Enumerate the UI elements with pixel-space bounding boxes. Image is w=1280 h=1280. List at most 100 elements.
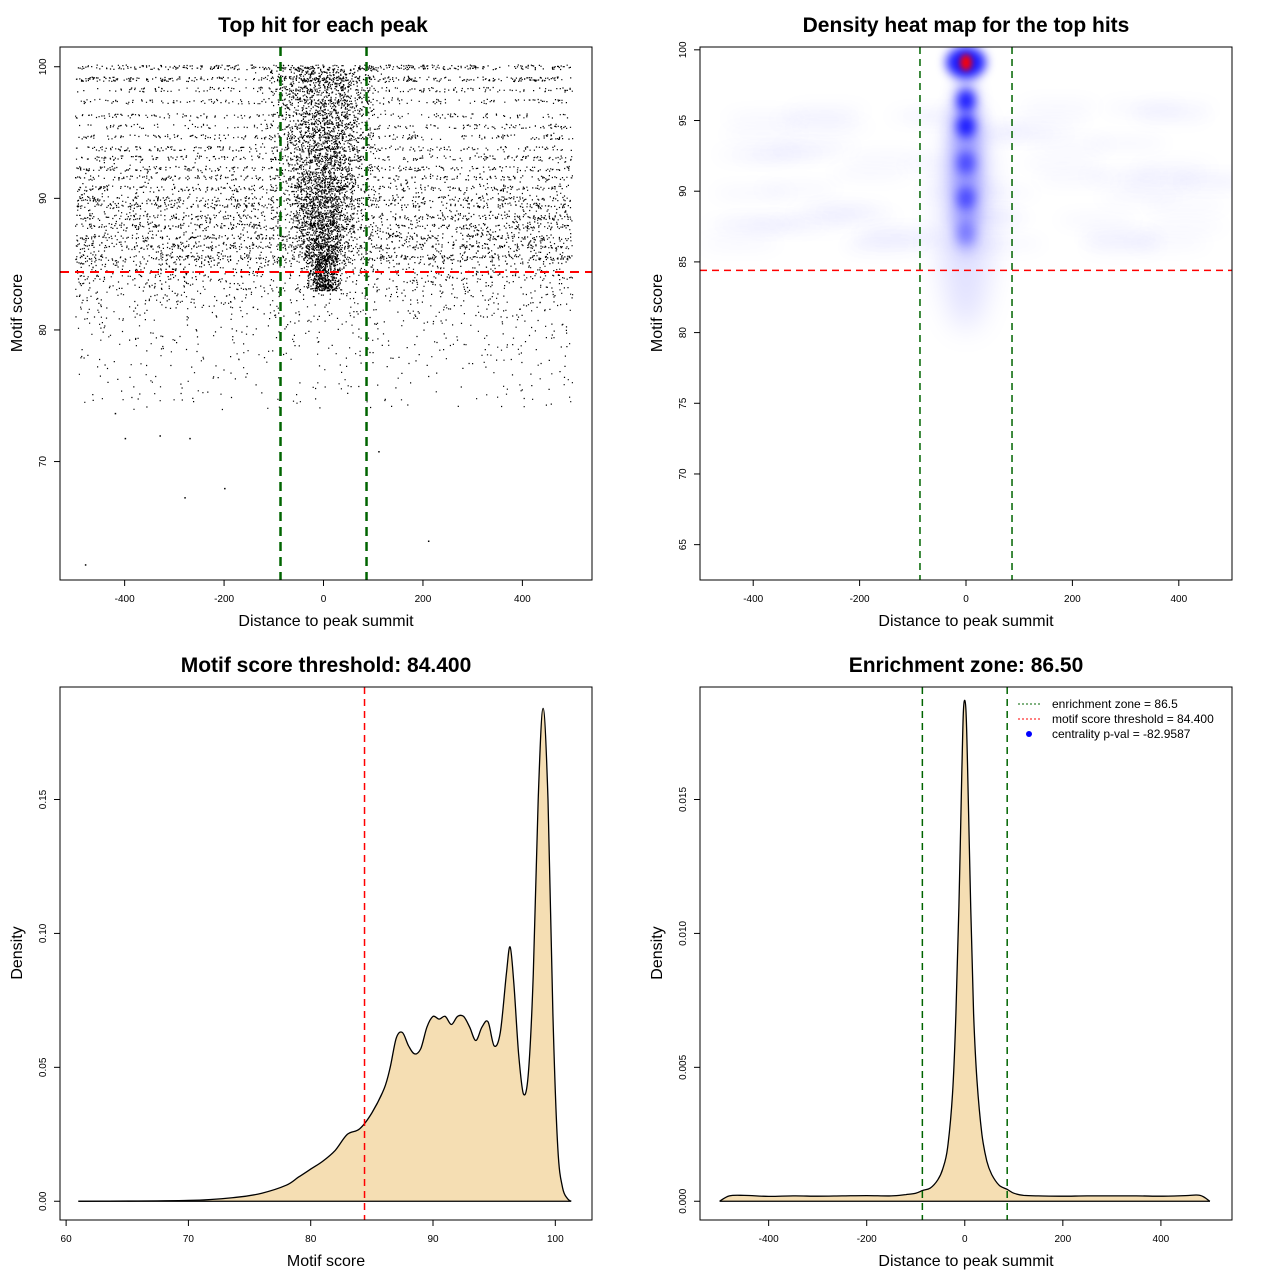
panel-score-density: Motif score threshold: 84.400 60 70 80 90 10… xyxy=(9,654,593,1270)
heat-background-blob xyxy=(1098,192,1179,203)
distance-density-x-tick-label: 0 xyxy=(962,1234,968,1245)
heat-background-blob xyxy=(1082,242,1163,253)
scatter-y-tick-label: 70 xyxy=(38,456,49,468)
score-density-fill xyxy=(78,708,572,1202)
score-density-y-tick-label: 0.00 xyxy=(38,1191,49,1211)
heat-hotspot xyxy=(957,89,975,112)
scatter-point xyxy=(189,437,191,440)
heat-background-blob xyxy=(758,183,839,194)
scatter-point xyxy=(114,412,117,415)
heatmap-y-tick-label: 90 xyxy=(678,185,689,197)
heat-background-blob xyxy=(1021,158,1102,169)
heatmap-x-tick-label: 200 xyxy=(1064,594,1081,605)
score-density-axes: 60 70 80 90 100 0.00 0.05 0.10 0.15 xyxy=(38,789,564,1245)
heatmap-y-tick-label: 70 xyxy=(678,468,689,480)
heatmap-x-tick-label: -200 xyxy=(850,594,870,605)
heatmap-x-axis-label: Distance to peak summit xyxy=(878,613,1054,630)
heatmap-y-tick-label: 75 xyxy=(678,397,689,409)
heatmap-y-tick-label: 65 xyxy=(678,539,689,551)
scatter-x-tick-label: 200 xyxy=(415,594,432,605)
heatmap-y-tick-label: 100 xyxy=(678,41,689,58)
heatmap-x-tick-label: -400 xyxy=(743,594,763,605)
heatmap-density xyxy=(700,47,1232,330)
scatter-point xyxy=(159,435,161,437)
scatter-point xyxy=(124,437,127,440)
scatter-x-tick-label: -200 xyxy=(214,594,234,605)
heatmap-x-tick-label: 400 xyxy=(1170,594,1187,605)
heat-background-blob xyxy=(1032,140,1113,151)
heat-hotspot xyxy=(957,151,975,174)
panel-heatmap: Density heat map for the top hits -400 -2… xyxy=(649,14,1233,630)
score-density-x-tick-label: 80 xyxy=(305,1234,317,1245)
heat-background-blob xyxy=(1134,162,1215,173)
score-density-plot-frame xyxy=(59,686,593,1221)
scatter-y-axis-label: Motif score xyxy=(9,274,26,352)
score-density-curve xyxy=(78,707,572,1202)
heat-background-blob xyxy=(1057,215,1138,226)
heatmap-axes: -400 -200 0 200 400 65 70 75 80 85 90 95 100 xyxy=(678,41,1188,605)
heat-background-blob xyxy=(773,218,854,229)
distance-density-reference-lines xyxy=(921,687,1008,1220)
distance-density-x-tick-label: 400 xyxy=(1153,1234,1170,1245)
score-density-y-tick-label: 0.05 xyxy=(38,1057,49,1077)
heat-background-blob xyxy=(1018,101,1099,112)
distance-density-plot-frame xyxy=(699,686,1233,1221)
heat-background-blob xyxy=(807,204,888,215)
heatmap-y-tick-label: 85 xyxy=(678,256,689,268)
distance-density-curve xyxy=(719,699,1211,1202)
distance-density-x-tick-label: -400 xyxy=(759,1234,779,1245)
scatter-axes: -400 -200 0 200 400 70 80 90 100 xyxy=(38,58,531,605)
heat-background-blob xyxy=(888,110,969,121)
score-density-y-tick-label: 0.10 xyxy=(38,923,49,943)
heat-background-blob xyxy=(1102,102,1183,113)
distance-density-x-tick-label: 200 xyxy=(1054,1234,1071,1245)
heatmap-y-tick-label: 95 xyxy=(678,115,689,127)
heatmap-reference-lines xyxy=(700,47,1232,580)
scatter-point xyxy=(224,487,226,490)
scatter-x-tick-label: -400 xyxy=(115,594,135,605)
heat-background-blob xyxy=(700,238,780,249)
scatter-x-axis-label: Distance to peak summit xyxy=(238,613,414,630)
distance-density-y-tick-label: 0.010 xyxy=(678,920,689,945)
score-density-x-tick-label: 90 xyxy=(427,1234,439,1245)
distance-density-y-tick-label: 0.015 xyxy=(678,787,689,812)
legend-threshold-label: motif score threshold = 84.400 xyxy=(1052,712,1214,726)
heat-background-blob xyxy=(830,168,911,179)
heat-background-blob xyxy=(845,237,926,248)
scatter-points xyxy=(75,64,574,566)
heat-background-blob xyxy=(786,106,867,117)
scatter-point xyxy=(84,564,87,566)
distance-density-x-axis-label: Distance to peak summit xyxy=(878,1253,1054,1270)
score-density-x-tick-label: 70 xyxy=(183,1234,195,1245)
score-density-y-tick-label: 0.15 xyxy=(38,789,49,809)
panel-scatter: Top hit for each peak -400 -200 0 200 400 70 8… xyxy=(9,14,593,630)
legend-pval-dot xyxy=(1026,731,1032,737)
score-density-x-axis-label: Motif score xyxy=(287,1253,365,1270)
distance-density-y-axis-label: Density xyxy=(649,926,666,979)
distance-density-fill xyxy=(719,700,1210,1202)
score-density-area xyxy=(78,707,572,1202)
heat-background-blob xyxy=(725,113,806,124)
heatmap-y-axis-label: Motif score xyxy=(649,274,666,352)
heat-background-blob xyxy=(704,220,785,231)
heat-hotspot-peak xyxy=(960,54,972,71)
panel-distance-density: Enrichment zone: 86.50 -400 -200 0 200 400 0.… xyxy=(649,654,1233,1270)
heat-background-blob xyxy=(847,152,928,163)
scatter-plot-frame xyxy=(59,46,593,581)
scatter-y-tick-label: 80 xyxy=(38,324,49,336)
heat-background-blob xyxy=(1145,200,1226,211)
scatter-title: Top hit for each peak xyxy=(218,14,428,37)
distance-density-area xyxy=(719,699,1211,1202)
distance-density-x-tick-label: -200 xyxy=(857,1234,877,1245)
heatmap-x-tick-label: 0 xyxy=(963,594,969,605)
heat-hotspot xyxy=(957,115,975,138)
heat-background-blob xyxy=(716,149,797,160)
heatmap-y-tick-label: 80 xyxy=(678,327,689,339)
distance-density-axes: -400 -200 0 200 400 0.000 0.005 0.010 0.015 xyxy=(678,787,1170,1245)
heat-background-blob xyxy=(1115,180,1196,191)
distance-density-title: Enrichment zone: 86.50 xyxy=(849,654,1084,677)
score-density-y-axis-label: Density xyxy=(9,926,26,979)
legend-pval-label: centrality p-val = -82.9587 xyxy=(1052,727,1191,741)
legend-enrichment-label: enrichment zone = 86.5 xyxy=(1052,697,1178,711)
